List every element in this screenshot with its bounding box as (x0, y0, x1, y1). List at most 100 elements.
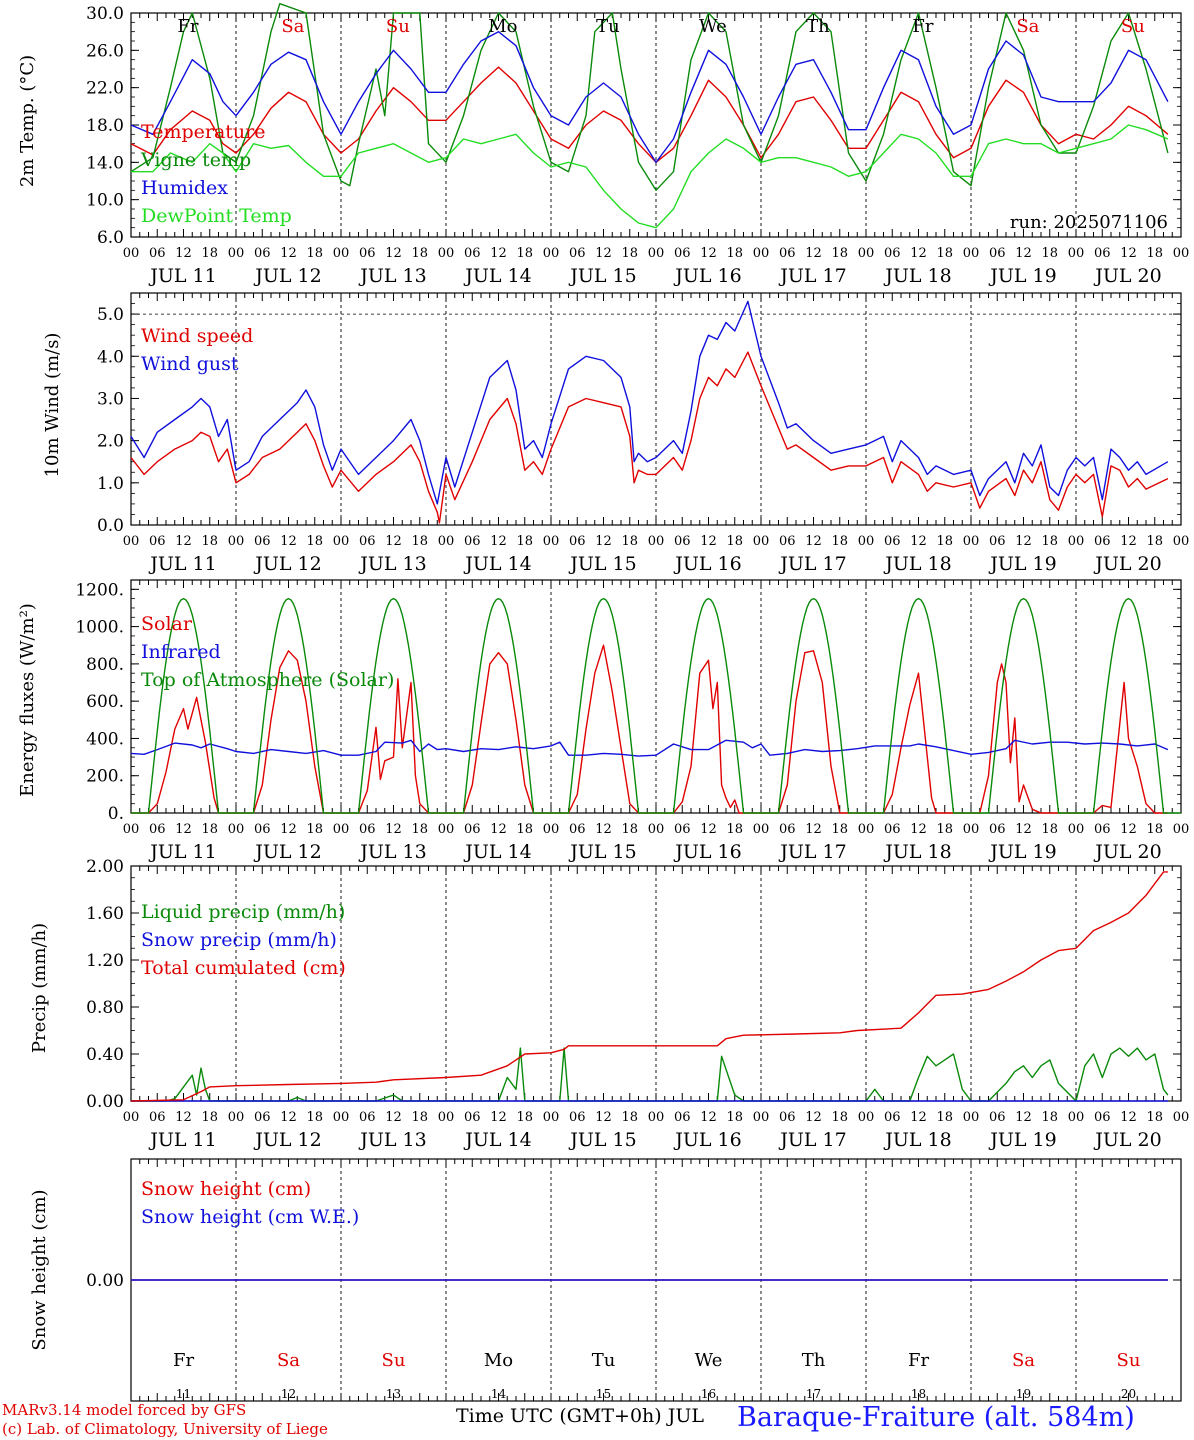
y-tick-label: 2.0 (97, 432, 124, 452)
legend-entry: DewPoint Temp (141, 205, 292, 227)
x-hour-label: 00 (858, 534, 875, 549)
x-hour-label: 06 (569, 822, 586, 837)
x-hour-label: 00 (753, 534, 770, 549)
x-hour-label: 06 (674, 534, 691, 549)
x-date-label: JUL 14 (463, 553, 531, 575)
x-hour-label: 12 (1015, 534, 1032, 549)
y-tick-label: 18.0 (86, 116, 124, 136)
x-hour-label: 06 (989, 1110, 1006, 1125)
x-hour-label: 06 (1094, 246, 1111, 261)
x-hour-label: 18 (726, 822, 743, 837)
x-hour-label: 12 (1015, 822, 1032, 837)
day-abbr-label: Su (382, 1350, 406, 1371)
x-hour-label: 12 (175, 1110, 192, 1125)
x-hour-label: 12 (490, 534, 507, 549)
x-hour-label: 06 (989, 534, 1006, 549)
x-hour-label: 06 (359, 822, 376, 837)
x-hour-label: 00 (1068, 246, 1085, 261)
x-date-label: JUL 12 (253, 553, 321, 575)
x-date-label: JUL 19 (988, 841, 1056, 863)
x-hour-label: 00 (963, 822, 980, 837)
x-date-label: JUL 13 (358, 1129, 426, 1151)
x-hour-label: 18 (201, 822, 218, 837)
x-hour-label: 06 (779, 1110, 796, 1125)
x-date-label: JUL 17 (778, 553, 846, 575)
x-hour-label: 18 (831, 534, 848, 549)
x-hour-label: 06 (254, 534, 271, 549)
x-hour-label: 00 (1068, 822, 1085, 837)
x-hour-label: 06 (569, 246, 586, 261)
y-tick-label: 1000. (75, 618, 124, 638)
station-name: Baraque-Fraiture (alt. 584m) (737, 1402, 1135, 1433)
x-hour-label: 18 (306, 1110, 323, 1125)
day-abbr-label: Fr (908, 1350, 929, 1371)
y-tick-label: 14.0 (86, 153, 124, 173)
x-hour-label: 12 (280, 1110, 297, 1125)
y-tick-label: 800. (86, 655, 124, 675)
x-date-label: JUL 11 (148, 265, 216, 287)
x-hour-label: 12 (700, 1110, 717, 1125)
x-date-label: JUL 20 (1093, 841, 1161, 863)
x-hour-label: 00 (963, 1110, 980, 1125)
x-hour-label: 00 (543, 246, 560, 261)
model-credit: MARv3.14 model forced by GFS (2, 1401, 247, 1419)
x-hour-label: 18 (936, 822, 953, 837)
x-hour-label: 00 (543, 1110, 560, 1125)
x-hour-label: 12 (175, 822, 192, 837)
x-hour-label: 18 (1041, 246, 1058, 261)
x-hour-label: 00 (123, 534, 140, 549)
x-date-label: JUL 13 (358, 553, 426, 575)
day-abbr-label: Fr (173, 1350, 194, 1371)
x-hour-label: 18 (516, 822, 533, 837)
y-tick-label: 0.0 (97, 516, 124, 536)
y-tick-label: 400. (86, 729, 124, 749)
x-hour-label: 00 (333, 534, 350, 549)
x-hour-label: 06 (884, 1110, 901, 1125)
y-tick-label: 200. (86, 767, 124, 787)
x-date-label: JUL 13 (358, 841, 426, 863)
x-hour-label: 06 (884, 822, 901, 837)
x-hour-label: 18 (306, 246, 323, 261)
x-hour-label: 00 (858, 246, 875, 261)
legend-entry: Vigne temp (140, 149, 251, 171)
y-tick-label: 600. (86, 692, 124, 712)
day-number-label: 15 (596, 1387, 611, 1401)
plot-frame (130, 12, 1182, 238)
x-hour-label: 18 (726, 1110, 743, 1125)
x-hour-label: 06 (254, 1110, 271, 1125)
x-hour-label: 12 (910, 246, 927, 261)
x-hour-label: 12 (280, 246, 297, 261)
x-hour-label: 18 (411, 1110, 428, 1125)
day-number-label: 12 (281, 1387, 296, 1401)
panel-energy (130, 579, 1182, 814)
day-abbr-label: Th (806, 16, 830, 37)
legend-entry: Infrared (141, 641, 221, 663)
series-line-temperature (130, 66, 1169, 163)
x-hour-label: 06 (359, 1110, 376, 1125)
x-hour-label: 12 (1120, 534, 1137, 549)
x-hour-label: 06 (1094, 822, 1111, 837)
x-date-label: JUL 14 (463, 1129, 531, 1151)
y-tick-label: 2.00 (86, 857, 124, 877)
day-abbr-label: We (695, 1350, 723, 1371)
y-tick-label: 0.00 (86, 1271, 124, 1291)
x-hour-label: 18 (936, 1110, 953, 1125)
day-abbr-label: Su (386, 16, 410, 37)
x-hour-label: 00 (438, 822, 455, 837)
legend-entry: Wind speed (141, 325, 253, 347)
x-hour-label: 12 (385, 534, 402, 549)
x-hour-label: 00 (333, 822, 350, 837)
y-tick-label: 30.0 (86, 4, 124, 24)
legend-entry: Top of Atmosphere (Solar) (141, 669, 394, 691)
legend-entry: Snow height (cm W.E.) (141, 1206, 359, 1228)
series-line-total-cumulated-cm- (130, 871, 1168, 1102)
day-number-label: 19 (1016, 1387, 1031, 1401)
x-hour-label: 18 (621, 534, 638, 549)
day-abbr-label: Fr (912, 16, 933, 37)
x-date-label: JUL 18 (883, 265, 951, 287)
x-date-label: JUL 18 (883, 1129, 951, 1151)
x-hour-label: 18 (516, 534, 533, 549)
panel-snow (130, 1158, 1182, 1402)
x-hour-label: 12 (595, 534, 612, 549)
legend-entry: Total cumulated (cm) (141, 957, 346, 979)
